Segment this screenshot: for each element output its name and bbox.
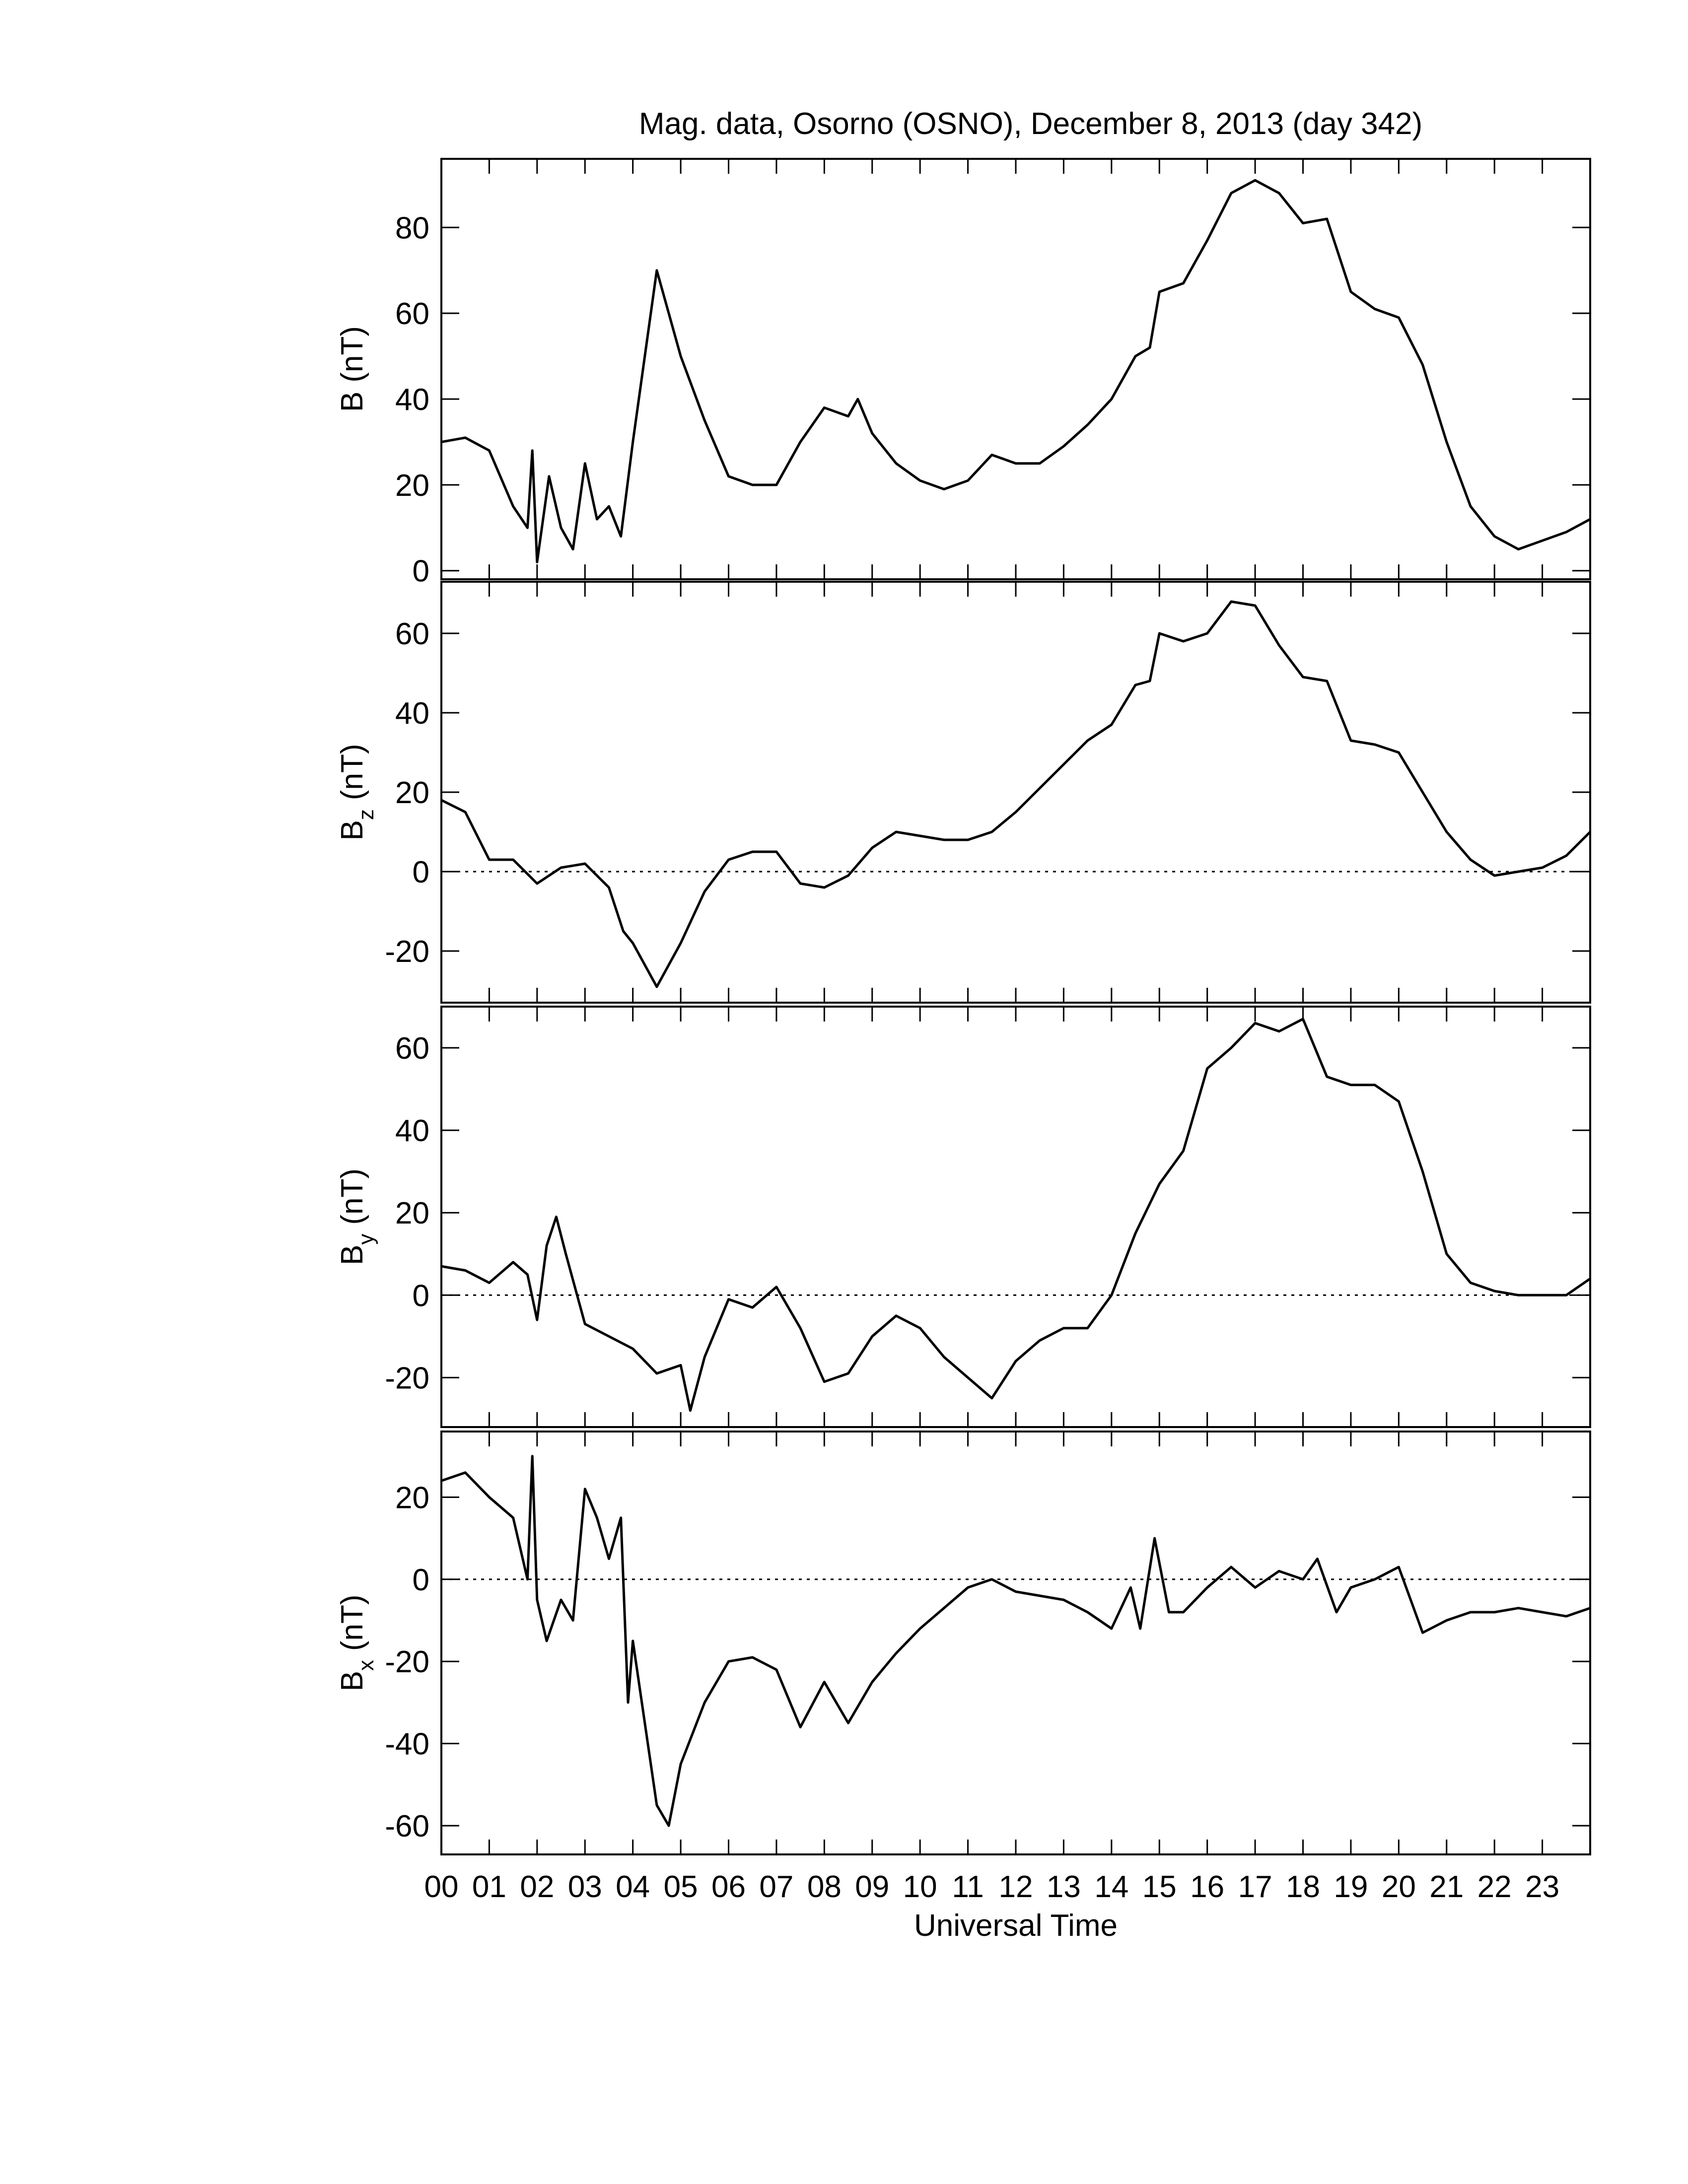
y-tick-label: 60 <box>395 617 429 651</box>
y-tick-label: 20 <box>395 776 429 810</box>
x-tick-label: 13 <box>1047 1870 1081 1904</box>
x-tick-label: 21 <box>1429 1870 1464 1904</box>
y-tick-label: -60 <box>385 1809 429 1843</box>
data-line <box>441 1455 1591 1827</box>
y-tick-label: 80 <box>395 211 429 245</box>
data-line <box>441 1018 1591 1412</box>
x-tick-label: 06 <box>711 1870 746 1904</box>
chart-title: Mag. data, Osorno (OSNO), December 8, 20… <box>639 107 1422 141</box>
x-tick-label: 11 <box>952 1870 984 1904</box>
y-label-unit: (nT) <box>335 326 369 383</box>
y-label-subscript: x <box>354 1660 378 1671</box>
x-tick-label: 19 <box>1334 1870 1368 1904</box>
y-tick-label: 60 <box>395 297 429 331</box>
y-tick-label: 0 <box>413 855 429 889</box>
x-tick-label: 16 <box>1190 1870 1224 1904</box>
y-label-symbol: B <box>335 1245 369 1265</box>
y-label-unit: (nT) <box>335 744 369 800</box>
x-tick-label: 15 <box>1142 1870 1177 1904</box>
plot-frame <box>440 1431 1591 1855</box>
y-tick-label: 0 <box>413 554 429 589</box>
y-tick-label: -20 <box>385 1361 429 1395</box>
x-tick-label: 08 <box>807 1870 842 1904</box>
y-label-symbol: B <box>335 820 369 840</box>
y-tick-label: 0 <box>413 1279 429 1313</box>
y-label-symbol: B <box>335 392 369 412</box>
x-tick-label: 14 <box>1094 1870 1128 1904</box>
y-axis-label: By (nT) <box>335 1168 378 1265</box>
y-axis-label: B (nT) <box>335 326 369 412</box>
y-tick-label: -20 <box>385 935 429 969</box>
x-tick-label: 12 <box>999 1870 1033 1904</box>
x-tick-label: 22 <box>1477 1870 1512 1904</box>
x-axis-label: Universal Time <box>914 1909 1118 1943</box>
plot-frame <box>440 1006 1591 1428</box>
data-line <box>440 600 1591 988</box>
y-tick-label: 20 <box>395 1481 429 1515</box>
y-tick-label: 40 <box>395 383 429 417</box>
y-tick-label: 40 <box>395 1114 429 1148</box>
y-label-unit: (nT) <box>335 1168 369 1225</box>
plot-frame <box>440 581 1591 1004</box>
y-axis-label: Bz (nT) <box>335 744 378 840</box>
x-tick-label: 20 <box>1382 1870 1416 1904</box>
y-label-subscript: z <box>354 809 378 820</box>
y-tick-label: 60 <box>395 1031 429 1066</box>
y-label-unit: (nT) <box>335 1594 369 1651</box>
y-tick-label: 40 <box>395 696 429 731</box>
y-tick-label: 20 <box>395 1196 429 1230</box>
x-tick-label: 03 <box>568 1870 602 1904</box>
x-tick-label: 01 <box>472 1870 506 1904</box>
y-tick-label: 0 <box>413 1563 429 1597</box>
y-axis-label: Bx (nT) <box>335 1594 378 1691</box>
x-tick-label: 10 <box>903 1870 937 1904</box>
y-tick-label: 20 <box>395 469 429 503</box>
x-tick-label: 18 <box>1286 1870 1320 1904</box>
data-line <box>441 179 1591 563</box>
y-tick-label: -20 <box>385 1645 429 1679</box>
x-tick-label: 04 <box>616 1870 650 1904</box>
x-tick-label: 00 <box>424 1870 459 1904</box>
x-tick-label: 02 <box>520 1870 554 1904</box>
y-label-symbol: B <box>335 1671 369 1691</box>
y-tick-label: -40 <box>385 1727 429 1762</box>
x-tick-label: 09 <box>855 1870 889 1904</box>
x-tick-label: 23 <box>1525 1870 1559 1904</box>
x-tick-label: 17 <box>1238 1870 1272 1904</box>
y-label-subscript: y <box>354 1234 378 1245</box>
x-tick-label: 07 <box>759 1870 793 1904</box>
x-tick-label: 05 <box>664 1870 698 1904</box>
